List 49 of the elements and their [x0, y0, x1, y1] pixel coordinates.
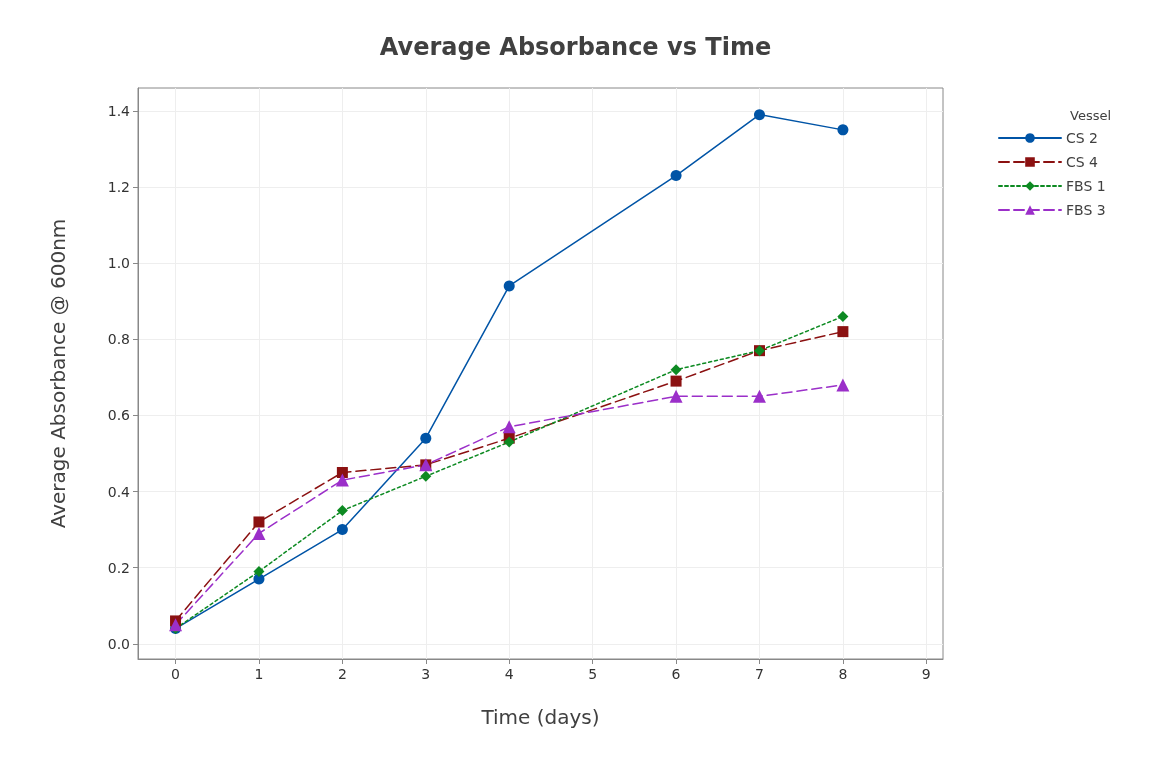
x-tick-label: 3 — [421, 666, 431, 682]
y-tick-label: 0.8 — [107, 331, 130, 348]
point — [169, 618, 183, 632]
legend-label: FBS 1 — [1066, 178, 1106, 194]
point — [669, 389, 683, 403]
legend-label: FBS 3 — [1066, 202, 1106, 218]
x-tick-label: 8 — [838, 666, 848, 682]
point — [252, 526, 266, 540]
point — [837, 310, 849, 322]
point — [336, 466, 348, 478]
x-tick-label: 2 — [337, 666, 347, 682]
legend-label: CS 2 — [1066, 130, 1099, 146]
point — [670, 170, 682, 182]
point — [753, 109, 765, 121]
y-tick-label: 0.6 — [107, 407, 131, 424]
chart-title: Average Absorbance vs Time — [379, 33, 772, 61]
point — [336, 524, 348, 536]
x-tick-label: 5 — [588, 666, 598, 682]
point — [335, 473, 349, 487]
x-tick-label: 4 — [504, 666, 514, 682]
point — [503, 280, 515, 292]
x-tick-label: 1 — [254, 666, 264, 682]
y-tick-label: 1.2 — [107, 178, 130, 195]
y-tick-label: 0.2 — [107, 559, 130, 576]
point — [502, 420, 516, 434]
point — [503, 436, 515, 448]
point — [670, 375, 682, 387]
y-axis-title: Average Absorbance @ 600nm — [46, 218, 70, 529]
x-axis-title: Time (days) — [480, 705, 600, 729]
point — [253, 516, 265, 528]
x-tick-label: 6 — [671, 666, 681, 682]
point — [336, 505, 348, 517]
y-tick-label: 0.4 — [107, 483, 131, 500]
point — [253, 565, 265, 577]
point — [836, 378, 850, 392]
y-tick-label: 1.0 — [107, 255, 130, 272]
legend-title: Vessel — [1070, 108, 1112, 123]
x-tick-label: 0 — [171, 666, 180, 682]
point — [670, 364, 682, 376]
point — [837, 124, 849, 136]
x-tick-label: 7 — [755, 666, 764, 682]
point — [420, 470, 432, 482]
point — [752, 389, 766, 403]
y-tick-label: 1.4 — [107, 102, 131, 119]
x-tick-label: 9 — [921, 666, 931, 682]
legend-label: CS 4 — [1066, 154, 1099, 170]
y-tick-label: 0.0 — [107, 635, 130, 652]
point — [837, 326, 849, 338]
point — [420, 432, 432, 444]
